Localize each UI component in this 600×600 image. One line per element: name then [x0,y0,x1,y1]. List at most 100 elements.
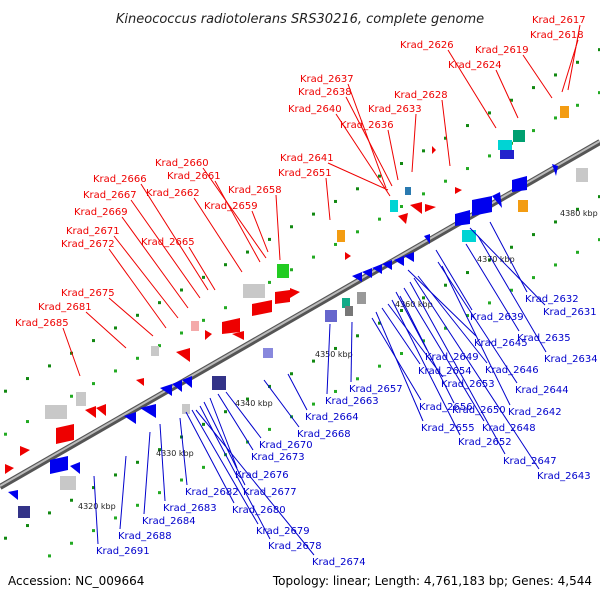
gene-label-krad-2653[interactable]: Krad_2653 [441,379,495,390]
gene-label-krad-2677[interactable]: Krad_2677 [243,487,297,498]
gene-label-krad-2639[interactable]: Krad_2639 [470,312,524,323]
gene-label-krad-2644[interactable]: Krad_2644 [515,385,569,396]
gene-label-krad-2631[interactable]: Krad_2631 [543,307,597,318]
gene-label-krad-2634[interactable]: Krad_2634 [544,354,598,365]
gene-label-krad-2663[interactable]: Krad_2663 [325,396,379,407]
gene-label-krad-2678[interactable]: Krad_2678 [268,541,322,552]
gene-feature[interactable] [277,264,289,278]
gene-label-krad-2651[interactable]: Krad_2651 [278,168,332,179]
gene-label-krad-2691[interactable]: Krad_2691 [96,546,150,557]
gene-label-krad-2659[interactable]: Krad_2659 [204,201,258,212]
gene-label-krad-2652[interactable]: Krad_2652 [458,437,512,448]
gene-label-krad-2637[interactable]: Krad_2637 [300,74,354,85]
gene-feature[interactable] [290,288,300,298]
gene-label-krad-2658[interactable]: Krad_2658 [228,185,282,196]
gene-feature[interactable] [50,456,68,474]
gene-label-krad-2647[interactable]: Krad_2647 [503,456,557,467]
gene-label-krad-2669[interactable]: Krad_2669 [74,207,128,218]
gene-label-krad-2638[interactable]: Krad_2638 [298,87,352,98]
gene-feature[interactable] [275,290,290,304]
gene-label-krad-2636[interactable]: Krad_2636 [340,120,394,131]
gene-feature[interactable] [372,264,382,274]
gene-label-krad-2645[interactable]: Krad_2645 [474,338,528,349]
gene-label-krad-2661[interactable]: Krad_2661 [167,171,221,182]
gene-feature[interactable] [60,476,76,490]
gene-label-krad-2649[interactable]: Krad_2649 [425,352,479,363]
gene-feature[interactable] [124,412,136,424]
gene-label-krad-2679[interactable]: Krad_2679 [256,526,310,537]
gene-label-krad-2676[interactable]: Krad_2676 [235,470,289,481]
gene-label-krad-2674[interactable]: Krad_2674 [312,557,366,568]
gene-label-krad-2646[interactable]: Krad_2646 [485,365,539,376]
gene-label-krad-2680[interactable]: Krad_2680 [232,505,286,516]
gene-feature[interactable] [455,210,470,226]
gene-label-krad-2633[interactable]: Krad_2633 [368,104,422,115]
gene-feature[interactable] [252,300,272,316]
gene-feature[interactable] [191,321,199,331]
gene-label-krad-2675[interactable]: Krad_2675 [61,288,115,299]
gene-feature[interactable] [472,196,492,216]
gene-feature[interactable] [455,187,462,194]
gene-label-krad-2683[interactable]: Krad_2683 [163,503,217,514]
gene-feature[interactable] [325,310,337,322]
gene-label-krad-2654[interactable]: Krad_2654 [418,366,472,377]
gene-feature[interactable] [8,490,18,500]
gene-feature[interactable] [362,268,372,278]
gene-feature[interactable] [424,234,430,244]
gene-label-krad-2656[interactable]: Krad_2656 [419,402,473,413]
gene-feature[interactable] [56,424,74,444]
gene-feature[interactable] [518,200,528,212]
gene-feature[interactable] [222,318,240,334]
gene-feature[interactable] [576,168,588,182]
gene-label-krad-2619[interactable]: Krad_2619 [475,45,529,56]
gene-feature[interactable] [462,230,476,242]
gene-label-krad-2685[interactable]: Krad_2685 [15,318,69,329]
gene-label-krad-2635[interactable]: Krad_2635 [517,333,571,344]
gene-feature[interactable] [513,130,525,142]
gene-label-krad-2666[interactable]: Krad_2666 [93,174,147,185]
gene-feature[interactable] [212,376,226,390]
gene-label-krad-2640[interactable]: Krad_2640 [288,104,342,115]
gene-feature[interactable] [342,298,350,308]
gene-feature[interactable] [345,252,351,260]
gene-feature[interactable] [263,348,273,358]
gene-feature[interactable] [243,284,265,298]
gene-feature[interactable] [182,404,190,414]
gene-feature[interactable] [552,164,558,176]
gene-feature[interactable] [398,213,408,224]
gene-label-krad-2668[interactable]: Krad_2668 [297,429,351,440]
gene-feature[interactable] [425,204,436,212]
gene-feature[interactable] [176,348,190,362]
gene-feature[interactable] [500,150,514,159]
gene-feature[interactable] [140,404,156,418]
gene-label-krad-2624[interactable]: Krad_2624 [448,60,502,71]
gene-label-krad-2660[interactable]: Krad_2660 [155,158,209,169]
gene-feature[interactable] [151,346,159,356]
gene-label-krad-2662[interactable]: Krad_2662 [146,188,200,199]
gene-label-krad-2655[interactable]: Krad_2655 [421,423,475,434]
gene-label-krad-2682[interactable]: Krad_2682 [185,487,239,498]
gene-feature[interactable] [394,256,404,266]
gene-label-krad-2670[interactable]: Krad_2670 [259,440,313,451]
gene-feature[interactable] [182,376,192,388]
gene-label-krad-2648[interactable]: Krad_2648 [482,423,536,434]
gene-label-krad-2673[interactable]: Krad_2673 [251,452,305,463]
gene-feature[interactable] [76,392,86,406]
gene-feature[interactable] [160,384,172,396]
gene-label-krad-2626[interactable]: Krad_2626 [400,40,454,51]
gene-feature[interactable] [432,146,436,154]
gene-label-krad-2684[interactable]: Krad_2684 [142,516,196,527]
gene-label-krad-2671[interactable]: Krad_2671 [66,226,120,237]
gene-label-krad-2688[interactable]: Krad_2688 [118,531,172,542]
gene-feature[interactable] [18,506,30,518]
gene-feature[interactable] [492,192,502,208]
gene-label-krad-2664[interactable]: Krad_2664 [305,412,359,423]
gene-label-krad-2632[interactable]: Krad_2632 [525,294,579,305]
gene-feature[interactable] [357,292,366,304]
gene-feature[interactable] [205,330,212,340]
gene-label-krad-2642[interactable]: Krad_2642 [508,407,562,418]
gene-feature[interactable] [20,446,30,456]
gene-feature[interactable] [85,406,96,418]
gene-feature[interactable] [70,462,80,474]
gene-feature[interactable] [390,200,398,212]
